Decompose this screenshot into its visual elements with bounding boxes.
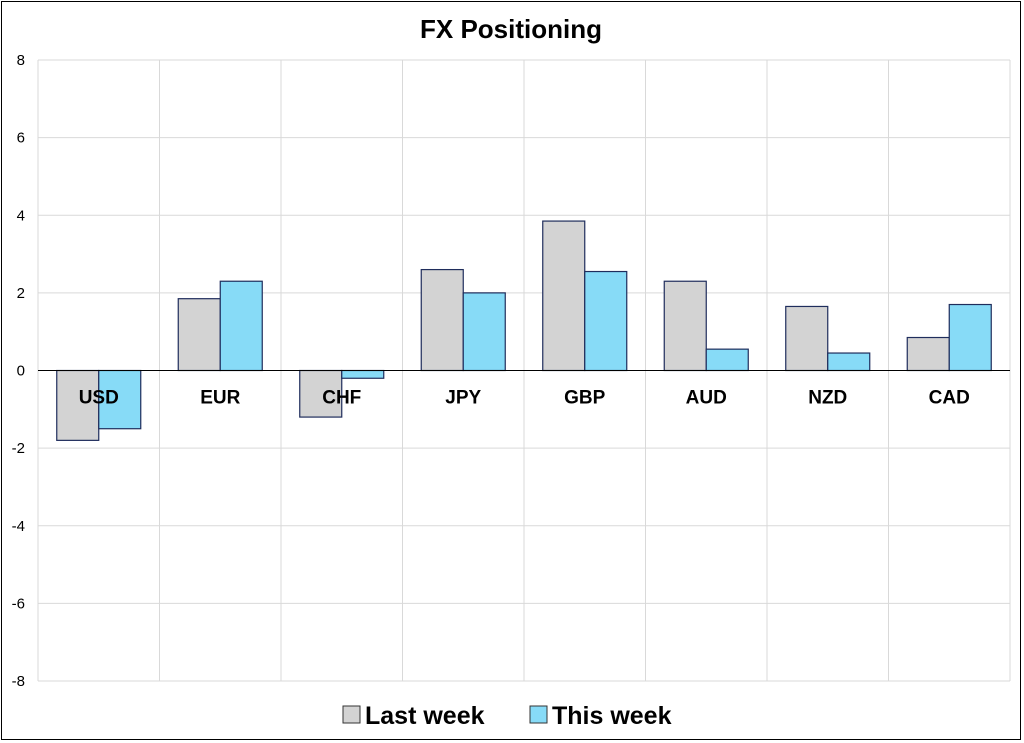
bar-jpy-last-week <box>420 268 464 372</box>
bar-gbp-last-week <box>542 220 586 372</box>
bar-nzd-this-week <box>827 352 871 372</box>
y-tick-label: -8 <box>12 673 25 690</box>
y-tick-label: 2 <box>17 285 25 302</box>
bar-gbp-this-week <box>584 270 628 372</box>
bar-eur-last-week <box>177 298 221 372</box>
legend-swatch <box>529 705 548 724</box>
bars <box>56 220 992 441</box>
legend-label: This week <box>552 702 672 730</box>
category-label: EUR <box>200 388 240 409</box>
y-axis-ticks: 8 6 4 2 0 -2 -4 -6 -8 <box>12 52 25 690</box>
category-label: CAD <box>929 388 970 409</box>
y-tick-label: 8 <box>17 52 25 69</box>
legend-swatch <box>342 705 361 724</box>
category-label: GBP <box>564 388 606 409</box>
chart-title: FX Positioning <box>420 14 602 44</box>
bar-nzd-last-week <box>785 305 829 372</box>
y-tick-label: 0 <box>17 363 25 380</box>
category-label: NZD <box>808 388 847 409</box>
legend-label: Last week <box>365 702 485 730</box>
bar-chf-this-week <box>341 369 385 379</box>
category-label: USD <box>79 388 119 409</box>
legend: Last week This week <box>342 702 672 730</box>
bar-usd-this-week <box>98 369 142 430</box>
y-tick-label: -4 <box>12 518 25 535</box>
bar-aud-this-week <box>705 348 749 372</box>
y-tick-label: -6 <box>12 595 25 612</box>
category-label: AUD <box>686 388 727 409</box>
bar-aud-last-week <box>663 280 707 372</box>
bar-jpy-this-week <box>462 292 506 372</box>
category-label: JPY <box>445 388 481 409</box>
y-tick-label: 6 <box>17 130 25 147</box>
category-labels: USD EUR CHF JPY GBP AUD NZD CAD <box>79 388 970 409</box>
bar-cad-this-week <box>948 303 992 372</box>
y-tick-label: -2 <box>12 440 25 457</box>
y-tick-label: 4 <box>17 207 25 224</box>
bar-cad-last-week <box>906 336 950 372</box>
category-label: CHF <box>322 388 361 409</box>
bar-eur-this-week <box>219 280 263 372</box>
